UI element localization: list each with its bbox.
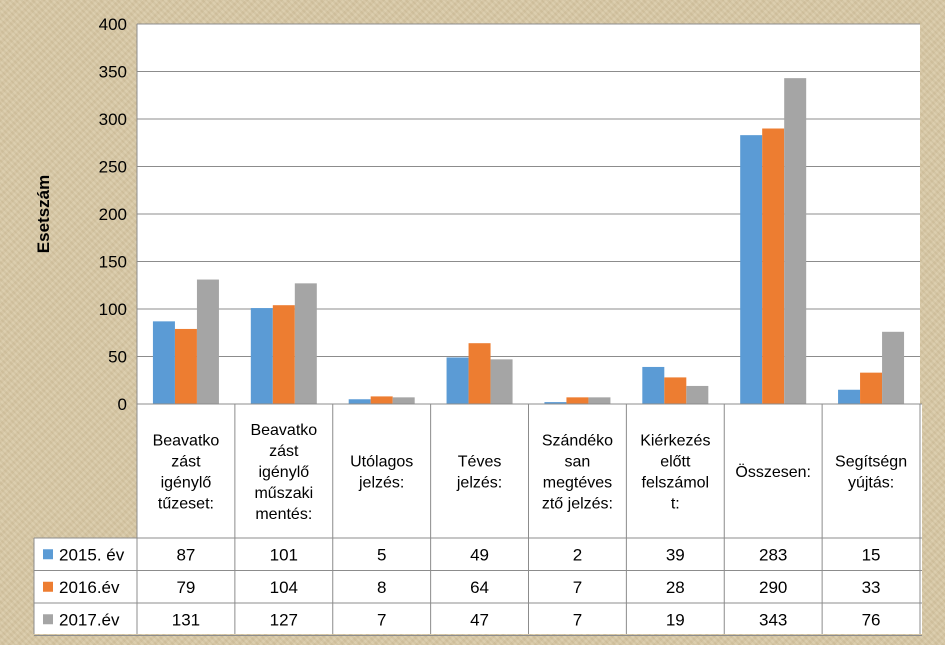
bar	[588, 397, 611, 404]
bar	[566, 397, 589, 404]
table-cell-value: 7	[573, 610, 582, 629]
bar	[784, 78, 807, 405]
category-label: Beavatko	[153, 433, 220, 450]
table-cell-value: 8	[377, 578, 386, 597]
table-cell-value: 64	[470, 578, 489, 597]
y-tick-label: 400	[99, 15, 127, 34]
bar	[196, 279, 219, 404]
category-label: igénylő	[161, 475, 212, 492]
table-cell-value: 28	[666, 578, 685, 597]
y-tick-label: 350	[99, 63, 127, 82]
category-label: előtt	[660, 454, 691, 471]
table-cell-value: 47	[470, 610, 489, 629]
table-cell-value: 79	[176, 578, 195, 597]
legend-label: 2016.év	[59, 578, 120, 597]
category-label: zást	[171, 454, 201, 471]
category-label: igénylő	[258, 464, 309, 481]
category-label: tűzeset:	[158, 496, 214, 513]
bar	[860, 372, 883, 404]
category-label: Téves	[458, 454, 502, 471]
table-cell-value: 7	[573, 578, 582, 597]
category-label: jelzés:	[358, 475, 404, 492]
bar	[174, 328, 197, 404]
legend-label: 2017.év	[59, 610, 120, 629]
category-label: felszámol	[642, 475, 710, 492]
y-tick-label: 50	[108, 348, 127, 367]
legend-swatch	[43, 614, 53, 625]
category-label: Segítségn	[835, 454, 907, 471]
bar	[882, 331, 905, 404]
table-cell-value: 33	[862, 578, 881, 597]
y-tick-label: 250	[99, 158, 127, 177]
table-cell-value: 39	[666, 545, 685, 564]
y-axis-label: Esetszám	[34, 175, 53, 253]
table-cell-value: 76	[862, 610, 881, 629]
y-tick-label: 200	[99, 205, 127, 224]
category-label: jelzés:	[456, 475, 502, 492]
table-cell-value: 19	[666, 610, 685, 629]
category-label: yújtás:	[848, 475, 894, 492]
table-cell-value: 343	[759, 610, 787, 629]
y-tick-label: 0	[118, 395, 127, 414]
y-tick-label: 300	[99, 110, 127, 129]
table-cell-value: 5	[377, 545, 386, 564]
bar	[392, 397, 415, 404]
bar	[686, 385, 709, 404]
category-label: mentés:	[255, 506, 312, 523]
bar	[544, 402, 567, 404]
legend-swatch	[43, 549, 53, 560]
bar	[740, 135, 763, 404]
bar	[250, 308, 273, 404]
category-label: Beavatko	[250, 422, 317, 439]
category-label: Szándéko	[542, 433, 613, 450]
legend-swatch	[43, 581, 53, 592]
bar	[838, 389, 861, 404]
table-background	[137, 404, 922, 634]
bar	[642, 366, 665, 404]
table-cell-value: 283	[759, 545, 787, 564]
bar	[468, 343, 491, 404]
table-cell-value: 131	[172, 610, 200, 629]
table-cell-value: 49	[470, 545, 489, 564]
category-label: zást	[269, 443, 299, 460]
table-cell-value: 87	[176, 545, 195, 564]
y-tick-label: 150	[99, 253, 127, 272]
bar	[348, 399, 371, 404]
table-cell-value: 7	[377, 610, 386, 629]
bar	[294, 283, 317, 404]
table-cell-value: 101	[270, 545, 298, 564]
bar	[152, 321, 175, 404]
category-label: Kiérkezés	[640, 433, 710, 450]
category-label: műszaki	[254, 485, 313, 502]
category-label: t:	[671, 496, 680, 513]
table-cell-value: 127	[270, 610, 298, 629]
table-cell-value: 15	[862, 545, 881, 564]
category-label: ztő jelzés:	[542, 496, 613, 513]
y-tick-label: 100	[99, 300, 127, 319]
bar	[272, 305, 295, 404]
bar	[370, 396, 393, 404]
category-label: Összesen:	[735, 463, 811, 481]
category-label: megtéves	[543, 475, 612, 492]
category-label: san	[565, 454, 591, 471]
table-cell-value: 290	[759, 578, 787, 597]
table-cell-value: 104	[270, 578, 298, 597]
bar	[446, 357, 469, 404]
table-cell-value: 2	[573, 545, 582, 564]
category-label: Utólagos	[350, 454, 413, 471]
legend-label: 2015. év	[59, 545, 125, 564]
bar	[664, 377, 687, 404]
bar	[490, 359, 513, 404]
bar	[762, 128, 785, 404]
